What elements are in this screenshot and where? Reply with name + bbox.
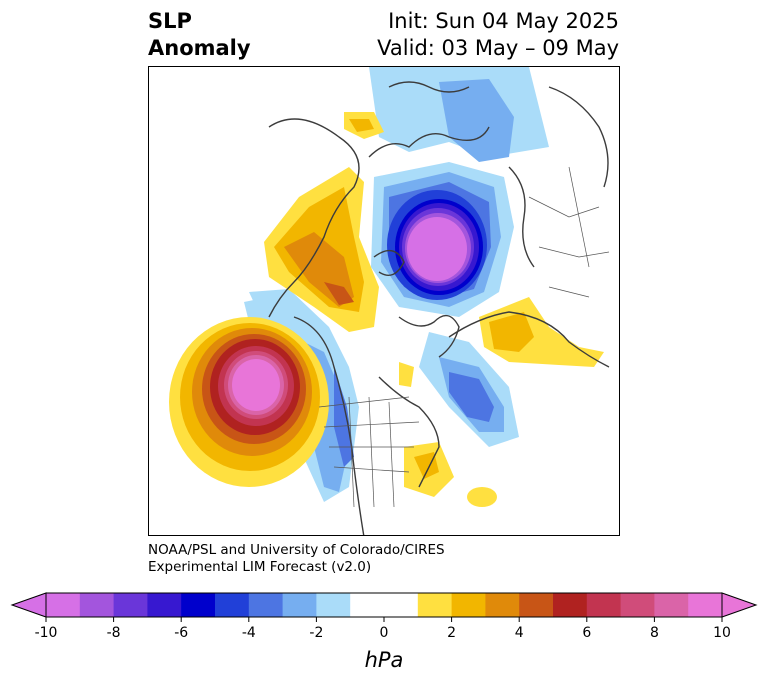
- init-date: Init: Sun 04 May 2025: [388, 9, 619, 33]
- colorbar-cell: [417, 593, 453, 617]
- colorbar-tick-label: 6: [582, 625, 591, 641]
- colorbar-tick-label: 4: [515, 625, 524, 641]
- political-borders: [318, 166, 610, 508]
- colorbar-cell: [654, 593, 689, 617]
- colorbar-unit: hPa: [364, 648, 404, 672]
- colorbar-cell: [451, 593, 486, 617]
- forecast-dates: Init: Sun 04 May 2025 Valid: 03 May – 09…: [377, 8, 619, 62]
- arctic-low-center: [407, 217, 467, 281]
- colorbar-tick-label: 0: [380, 625, 389, 641]
- valid-range: Valid: 03 May – 09 May: [377, 36, 619, 60]
- credit-line-1: NOAA/PSL and University of Colorado/CIRE…: [148, 542, 445, 558]
- colorbar-cell: [147, 593, 182, 617]
- colorbar-tick-label: -4: [242, 625, 256, 641]
- colorbar-tick-label: 10: [713, 625, 731, 641]
- colorbar-ticks: -10 -8 -6 -4 -2 0 2 4 6 8 10: [35, 617, 731, 641]
- colorbar-cell: [485, 593, 520, 617]
- colorbar-cell: [113, 593, 148, 617]
- title-line-2: Anomaly: [148, 36, 251, 60]
- colorbar-cell: [350, 593, 385, 617]
- colorbar-cell: [620, 593, 655, 617]
- colorbar-cell: [46, 593, 81, 617]
- colorbar-tick-label: -8: [107, 625, 121, 641]
- coastlines: [268, 81, 610, 535]
- title-line-1: SLP: [148, 9, 192, 33]
- colorbar-cell: [519, 593, 554, 617]
- colorbar-cell: [248, 593, 284, 617]
- colorbar-cell: [282, 593, 317, 617]
- slp-anomaly-map: [148, 66, 620, 536]
- map-title: SLP Anomaly: [148, 8, 251, 62]
- colorbar-cell: [384, 593, 419, 617]
- colorbar-tick-label: -2: [309, 625, 323, 641]
- credit-text: NOAA/PSL and University of Colorado/CIRE…: [148, 542, 445, 576]
- colorbar-cell: [553, 593, 588, 617]
- colorbar-cell: [688, 593, 723, 617]
- alaska-high: [264, 112, 384, 332]
- colorbar: -10 -8 -6 -4 -2 0 2 4 6 8 10: [10, 592, 758, 641]
- colorbar-tick-label: 2: [447, 625, 456, 641]
- colorbar-cell: [215, 593, 250, 617]
- colorbar-cell: [586, 593, 622, 617]
- colorbar-tick-label: -6: [174, 625, 188, 641]
- pacific-high: [169, 317, 329, 487]
- map-canvas: [169, 67, 610, 535]
- colorbar-cell: [181, 593, 216, 617]
- colorbar-extend-low: [10, 592, 47, 618]
- colorbar-tick-label: -10: [35, 625, 58, 641]
- colorbar-cell: [79, 593, 115, 617]
- credit-line-2: Experimental LIM Forecast (v2.0): [148, 559, 372, 575]
- colorbar-extend-high: [721, 592, 758, 618]
- europe-high: [399, 297, 604, 507]
- colorbar-tick-label: 8: [650, 625, 659, 641]
- colorbar-cell: [316, 593, 351, 617]
- colorbar-cells: [46, 593, 723, 617]
